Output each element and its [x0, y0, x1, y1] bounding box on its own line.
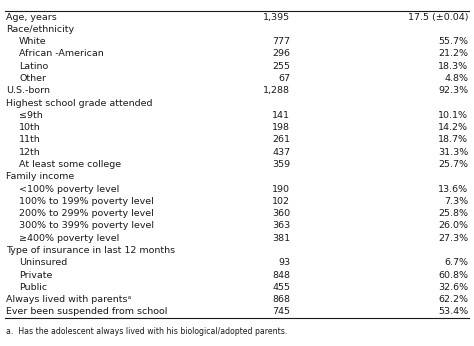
Text: 10.1%: 10.1% [438, 111, 468, 120]
Text: 21.2%: 21.2% [438, 49, 468, 58]
Text: 359: 359 [272, 160, 291, 169]
Text: <100% poverty level: <100% poverty level [19, 185, 119, 194]
Text: Public: Public [19, 283, 47, 292]
Text: 14.2%: 14.2% [438, 123, 468, 132]
Text: 455: 455 [273, 283, 291, 292]
Text: 27.3%: 27.3% [438, 234, 468, 243]
Text: 93: 93 [278, 258, 291, 267]
Text: 363: 363 [272, 221, 291, 230]
Text: Age, years: Age, years [6, 12, 57, 21]
Text: ≤9th: ≤9th [19, 111, 43, 120]
Text: 17.5 (±0.04): 17.5 (±0.04) [408, 12, 468, 21]
Text: 4.8%: 4.8% [444, 74, 468, 83]
Text: Always lived with parentsᵃ: Always lived with parentsᵃ [6, 295, 131, 304]
Text: 437: 437 [272, 148, 291, 157]
Text: 745: 745 [273, 308, 291, 317]
Text: 1,395: 1,395 [263, 12, 291, 21]
Text: Highest school grade attended: Highest school grade attended [6, 99, 153, 108]
Text: 381: 381 [272, 234, 291, 243]
Text: 868: 868 [273, 295, 291, 304]
Text: 777: 777 [273, 37, 291, 46]
Text: At least some college: At least some college [19, 160, 121, 169]
Text: 92.3%: 92.3% [438, 86, 468, 95]
Text: Latino: Latino [19, 62, 48, 71]
Text: 10th: 10th [19, 123, 41, 132]
Text: White: White [19, 37, 47, 46]
Text: Private: Private [19, 271, 53, 280]
Text: Uninsured: Uninsured [19, 258, 67, 267]
Text: a.  Has the adolescent always lived with his biological/adopted parents.: a. Has the adolescent always lived with … [6, 327, 288, 336]
Text: 62.2%: 62.2% [438, 295, 468, 304]
Text: 31.3%: 31.3% [438, 148, 468, 157]
Text: 32.6%: 32.6% [438, 283, 468, 292]
Text: 261: 261 [273, 135, 291, 144]
Text: 25.7%: 25.7% [438, 160, 468, 169]
Text: 53.4%: 53.4% [438, 308, 468, 317]
Text: 60.8%: 60.8% [438, 271, 468, 280]
Text: Other: Other [19, 74, 46, 83]
Text: 18.3%: 18.3% [438, 62, 468, 71]
Text: 200% to 299% poverty level: 200% to 299% poverty level [19, 209, 154, 218]
Text: 296: 296 [273, 49, 291, 58]
Text: 67: 67 [278, 74, 291, 83]
Text: 11th: 11th [19, 135, 41, 144]
Text: ≥400% poverty level: ≥400% poverty level [19, 234, 119, 243]
Text: African -American: African -American [19, 49, 104, 58]
Text: 848: 848 [273, 271, 291, 280]
Text: 1,288: 1,288 [264, 86, 291, 95]
Text: 7.3%: 7.3% [444, 197, 468, 206]
Text: 55.7%: 55.7% [438, 37, 468, 46]
Text: 18.7%: 18.7% [438, 135, 468, 144]
Text: Ever been suspended from school: Ever been suspended from school [6, 308, 167, 317]
Text: 190: 190 [273, 185, 291, 194]
Text: 26.0%: 26.0% [438, 221, 468, 230]
Text: 102: 102 [273, 197, 291, 206]
Text: 13.6%: 13.6% [438, 185, 468, 194]
Text: Type of insurance in last 12 months: Type of insurance in last 12 months [6, 246, 175, 255]
Text: 198: 198 [273, 123, 291, 132]
Text: 12th: 12th [19, 148, 41, 157]
Text: 100% to 199% poverty level: 100% to 199% poverty level [19, 197, 154, 206]
Text: Family income: Family income [6, 172, 74, 181]
Text: 141: 141 [273, 111, 291, 120]
Text: Race/ethnicity: Race/ethnicity [6, 25, 74, 34]
Text: 255: 255 [273, 62, 291, 71]
Text: U.S.-born: U.S.-born [6, 86, 50, 95]
Text: 300% to 399% poverty level: 300% to 399% poverty level [19, 221, 154, 230]
Text: 360: 360 [272, 209, 291, 218]
Text: 25.8%: 25.8% [438, 209, 468, 218]
Text: 6.7%: 6.7% [444, 258, 468, 267]
